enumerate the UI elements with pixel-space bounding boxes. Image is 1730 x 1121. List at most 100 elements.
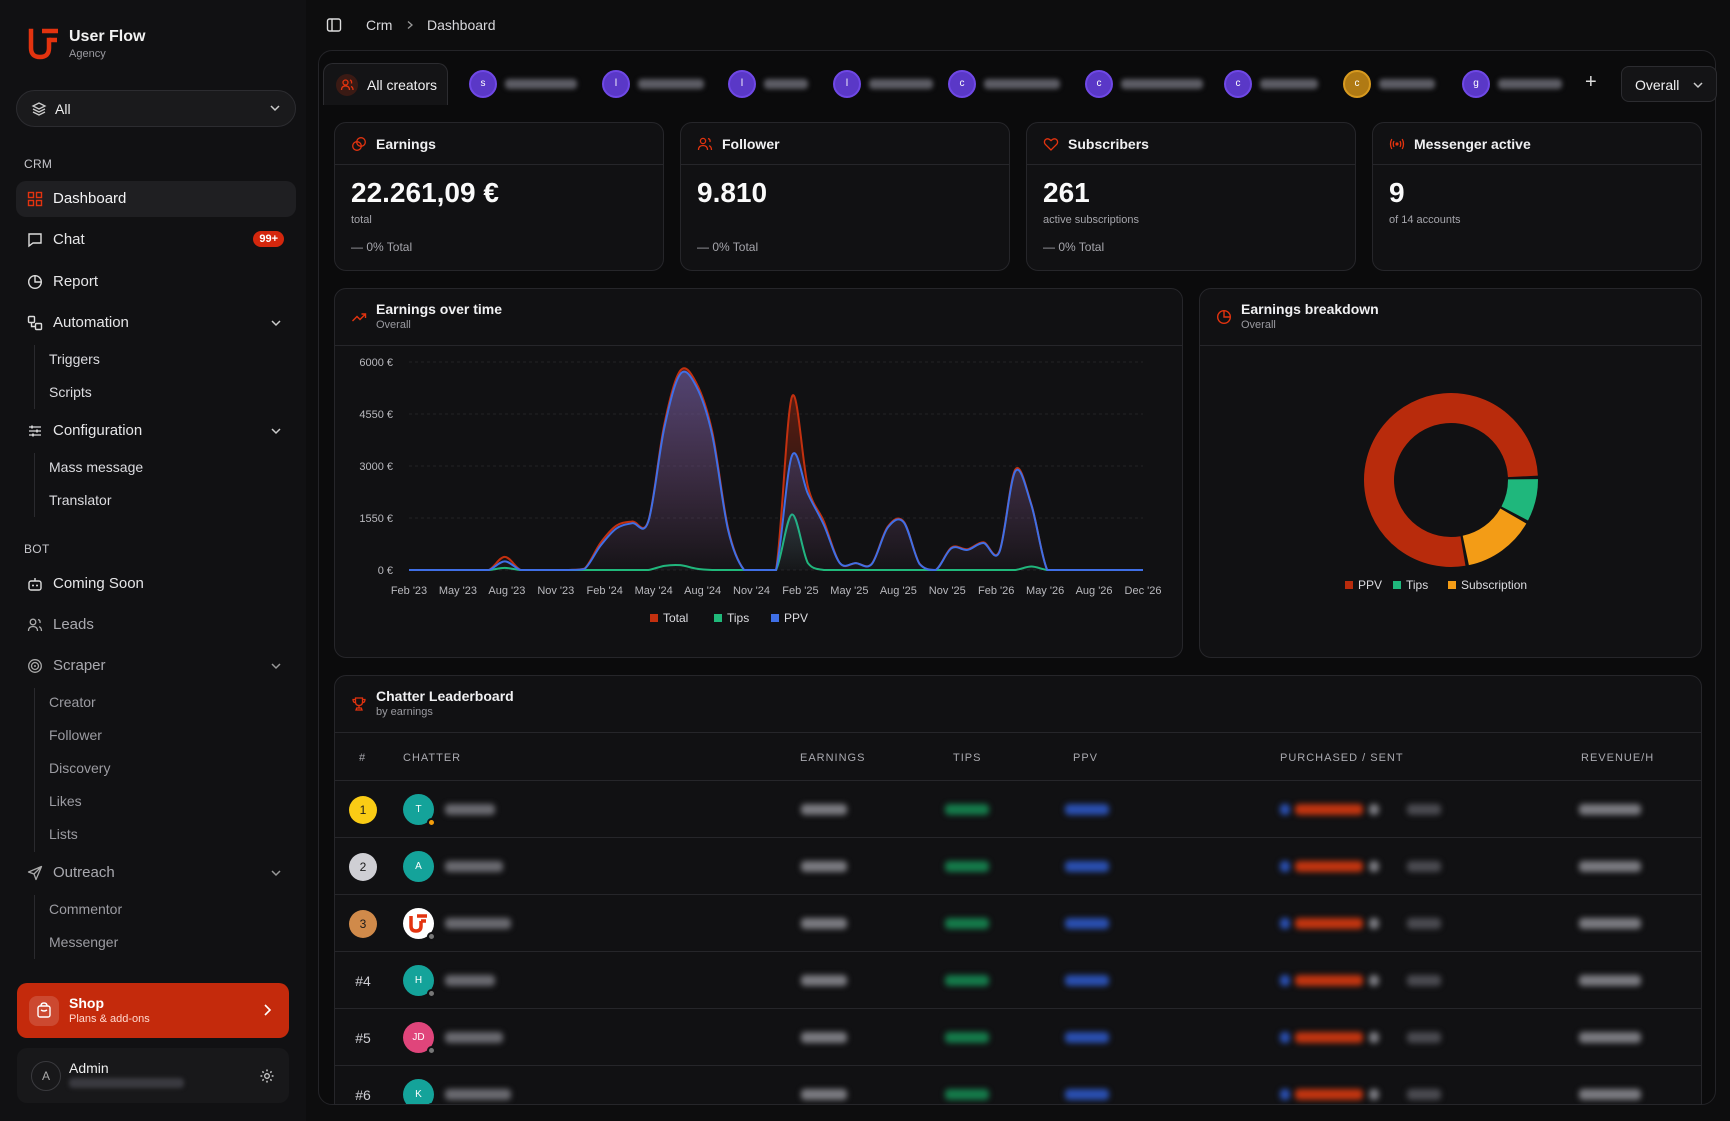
sidebar-item-label: Outreach xyxy=(53,864,115,881)
y-tick-label: 4550 € xyxy=(359,409,393,421)
tips-blurred xyxy=(945,861,989,872)
legend-swatch xyxy=(1345,581,1353,589)
sidebar-item-report[interactable]: Report xyxy=(16,264,296,300)
sidebar-subitem-messenger[interactable]: Messenger xyxy=(49,934,119,950)
trophy-icon xyxy=(352,697,366,711)
creator-avatar: s xyxy=(469,70,497,98)
rank-badge: 3 xyxy=(349,910,377,938)
sidebar: User Flow Agency All CRM Dashboard Chat … xyxy=(0,0,306,1121)
column-header-tips[interactable]: TIPS xyxy=(953,752,982,764)
sent-count-blurred xyxy=(1407,1089,1441,1100)
pie-chart-icon xyxy=(27,274,43,290)
creator-name-blurred xyxy=(505,79,577,89)
creator-avatar: l xyxy=(833,70,861,98)
table-row[interactable]: #5 JD xyxy=(335,1008,1701,1065)
sidebar-item-label: Dashboard xyxy=(53,190,127,207)
sidebar-subitem-lists[interactable]: Lists xyxy=(49,826,78,842)
column-header-earnings[interactable]: EARNINGS xyxy=(800,752,866,764)
sidebar-subitem-triggers[interactable]: Triggers xyxy=(49,351,100,367)
chat-unread-badge: 99+ xyxy=(253,231,284,247)
subscribers-card: Subscribers 261 active subscriptions — 0… xyxy=(1026,122,1356,271)
sidebar-item-automation[interactable]: Automation xyxy=(16,305,296,341)
sidebar-subitem-scripts[interactable]: Scripts xyxy=(49,384,92,400)
sidebar-item-coming-soon[interactable]: Coming Soon xyxy=(16,566,296,602)
sidebar-subitem-commentor[interactable]: Commentor xyxy=(49,901,123,917)
legend-swatch xyxy=(714,614,722,622)
sidebar-toggle-icon[interactable] xyxy=(326,17,342,33)
user-name: Admin xyxy=(69,1060,109,1076)
purchased-count-blurred xyxy=(1369,918,1379,929)
card-title: Messenger active xyxy=(1414,136,1531,152)
pie-slice-subscription xyxy=(1462,507,1527,566)
leaderboard-title: Chatter Leaderboard xyxy=(376,688,514,704)
table-row[interactable]: #6 K xyxy=(335,1065,1701,1104)
earnings-blurred xyxy=(801,861,847,872)
sidebar-subitem-discovery[interactable]: Discovery xyxy=(49,760,111,776)
sidebar-subitem-mass-message[interactable]: Mass message xyxy=(49,459,144,475)
earnings-area-chart[interactable]: 6000 € 4550 € 3000 € 1550 € 0 € Feb '23 May '2… xyxy=(335,346,1183,658)
sidebar-item-scraper[interactable]: Scraper xyxy=(16,648,296,684)
user-flow-logo xyxy=(409,914,427,933)
column-header-purchased-sent[interactable]: PURCHASED / SENT xyxy=(1280,752,1404,764)
chatter-leaderboard-card: Chatter Leaderboard by earnings # CHATTE… xyxy=(334,675,1702,1105)
column-header-chatter[interactable]: CHATTER xyxy=(403,752,462,764)
ppv-blurred xyxy=(1065,1032,1109,1043)
earnings-blurred xyxy=(801,918,847,929)
revenue-per-hour-blurred xyxy=(1579,861,1641,872)
chart-title: Earnings over time xyxy=(376,301,503,317)
x-tick-label: Aug '23 xyxy=(488,585,525,597)
user-email-blurred xyxy=(69,1078,184,1088)
avatar: H xyxy=(403,965,436,998)
breadcrumb-root[interactable]: Crm xyxy=(366,17,393,33)
table-row[interactable]: 3 xyxy=(335,894,1701,951)
earnings-donut-chart[interactable]: PPV Tips Subscription xyxy=(1200,346,1702,658)
follower-card: Follower 9.810 — 0% Total xyxy=(680,122,1010,271)
sidebar-item-label: Automation xyxy=(53,314,129,331)
sidebar-subitem-creator[interactable]: Creator xyxy=(49,694,96,710)
revenue-per-hour-blurred xyxy=(1579,918,1641,929)
period-select[interactable]: Overall xyxy=(1621,66,1717,102)
sidebar-subitem-translator[interactable]: Translator xyxy=(49,492,112,508)
chevron-down-icon xyxy=(271,428,281,435)
rank-badge: #5 xyxy=(355,1030,371,1046)
earnings-blurred xyxy=(801,804,847,815)
table-row[interactable]: #4 H xyxy=(335,951,1701,1008)
subscribers-sub: active subscriptions xyxy=(1043,214,1139,226)
sidebar-item-leads[interactable]: Leads xyxy=(16,607,296,643)
add-creator-button[interactable]: + xyxy=(1585,71,1597,93)
subnav-line xyxy=(34,345,35,409)
column-header-rank: # xyxy=(359,752,367,764)
column-header-ppv[interactable]: PPV xyxy=(1073,752,1099,764)
avatar: A xyxy=(31,1061,61,1091)
sidebar-item-outreach[interactable]: Outreach xyxy=(16,855,296,891)
sent-count-blurred xyxy=(1407,861,1441,872)
workspace-select-value: All xyxy=(55,101,71,117)
chart-subtitle: Overall xyxy=(376,319,411,331)
column-header-revenue-per-hour[interactable]: REVENUE/H xyxy=(1581,752,1655,764)
shop-button[interactable]: Shop Plans & add-ons xyxy=(17,983,289,1038)
user-flow-logo[interactable] xyxy=(28,28,60,60)
sidebar-item-chat[interactable]: Chat 99+ xyxy=(16,222,296,258)
user-profile[interactable]: A Admin xyxy=(17,1048,289,1103)
messenger-value: 9 xyxy=(1389,177,1405,208)
status-dot xyxy=(427,989,436,998)
sidebar-item-dashboard[interactable]: Dashboard xyxy=(16,181,296,217)
brand-name: User Flow xyxy=(69,28,146,45)
sidebar-subitem-follower[interactable]: Follower xyxy=(49,727,102,743)
tab-all-creators[interactable]: All creators xyxy=(323,63,448,105)
revenue-per-hour-blurred xyxy=(1579,804,1641,815)
workspace-select[interactable]: All xyxy=(16,90,296,127)
revenue-per-hour-blurred xyxy=(1579,1032,1641,1043)
sidebar-subitem-likes[interactable]: Likes xyxy=(49,793,82,809)
y-tick-label: 1550 € xyxy=(359,513,393,525)
sidebar-item-configuration[interactable]: Configuration xyxy=(16,413,296,449)
purchased-count-blurred xyxy=(1369,804,1379,815)
card-title: Earnings xyxy=(376,136,436,152)
chat-icon xyxy=(28,233,42,248)
sent-bar-blurred xyxy=(1295,861,1363,872)
gear-icon[interactable] xyxy=(259,1068,275,1084)
chart-subtitle: Overall xyxy=(1241,319,1276,331)
x-tick-label: Feb '23 xyxy=(391,585,427,597)
